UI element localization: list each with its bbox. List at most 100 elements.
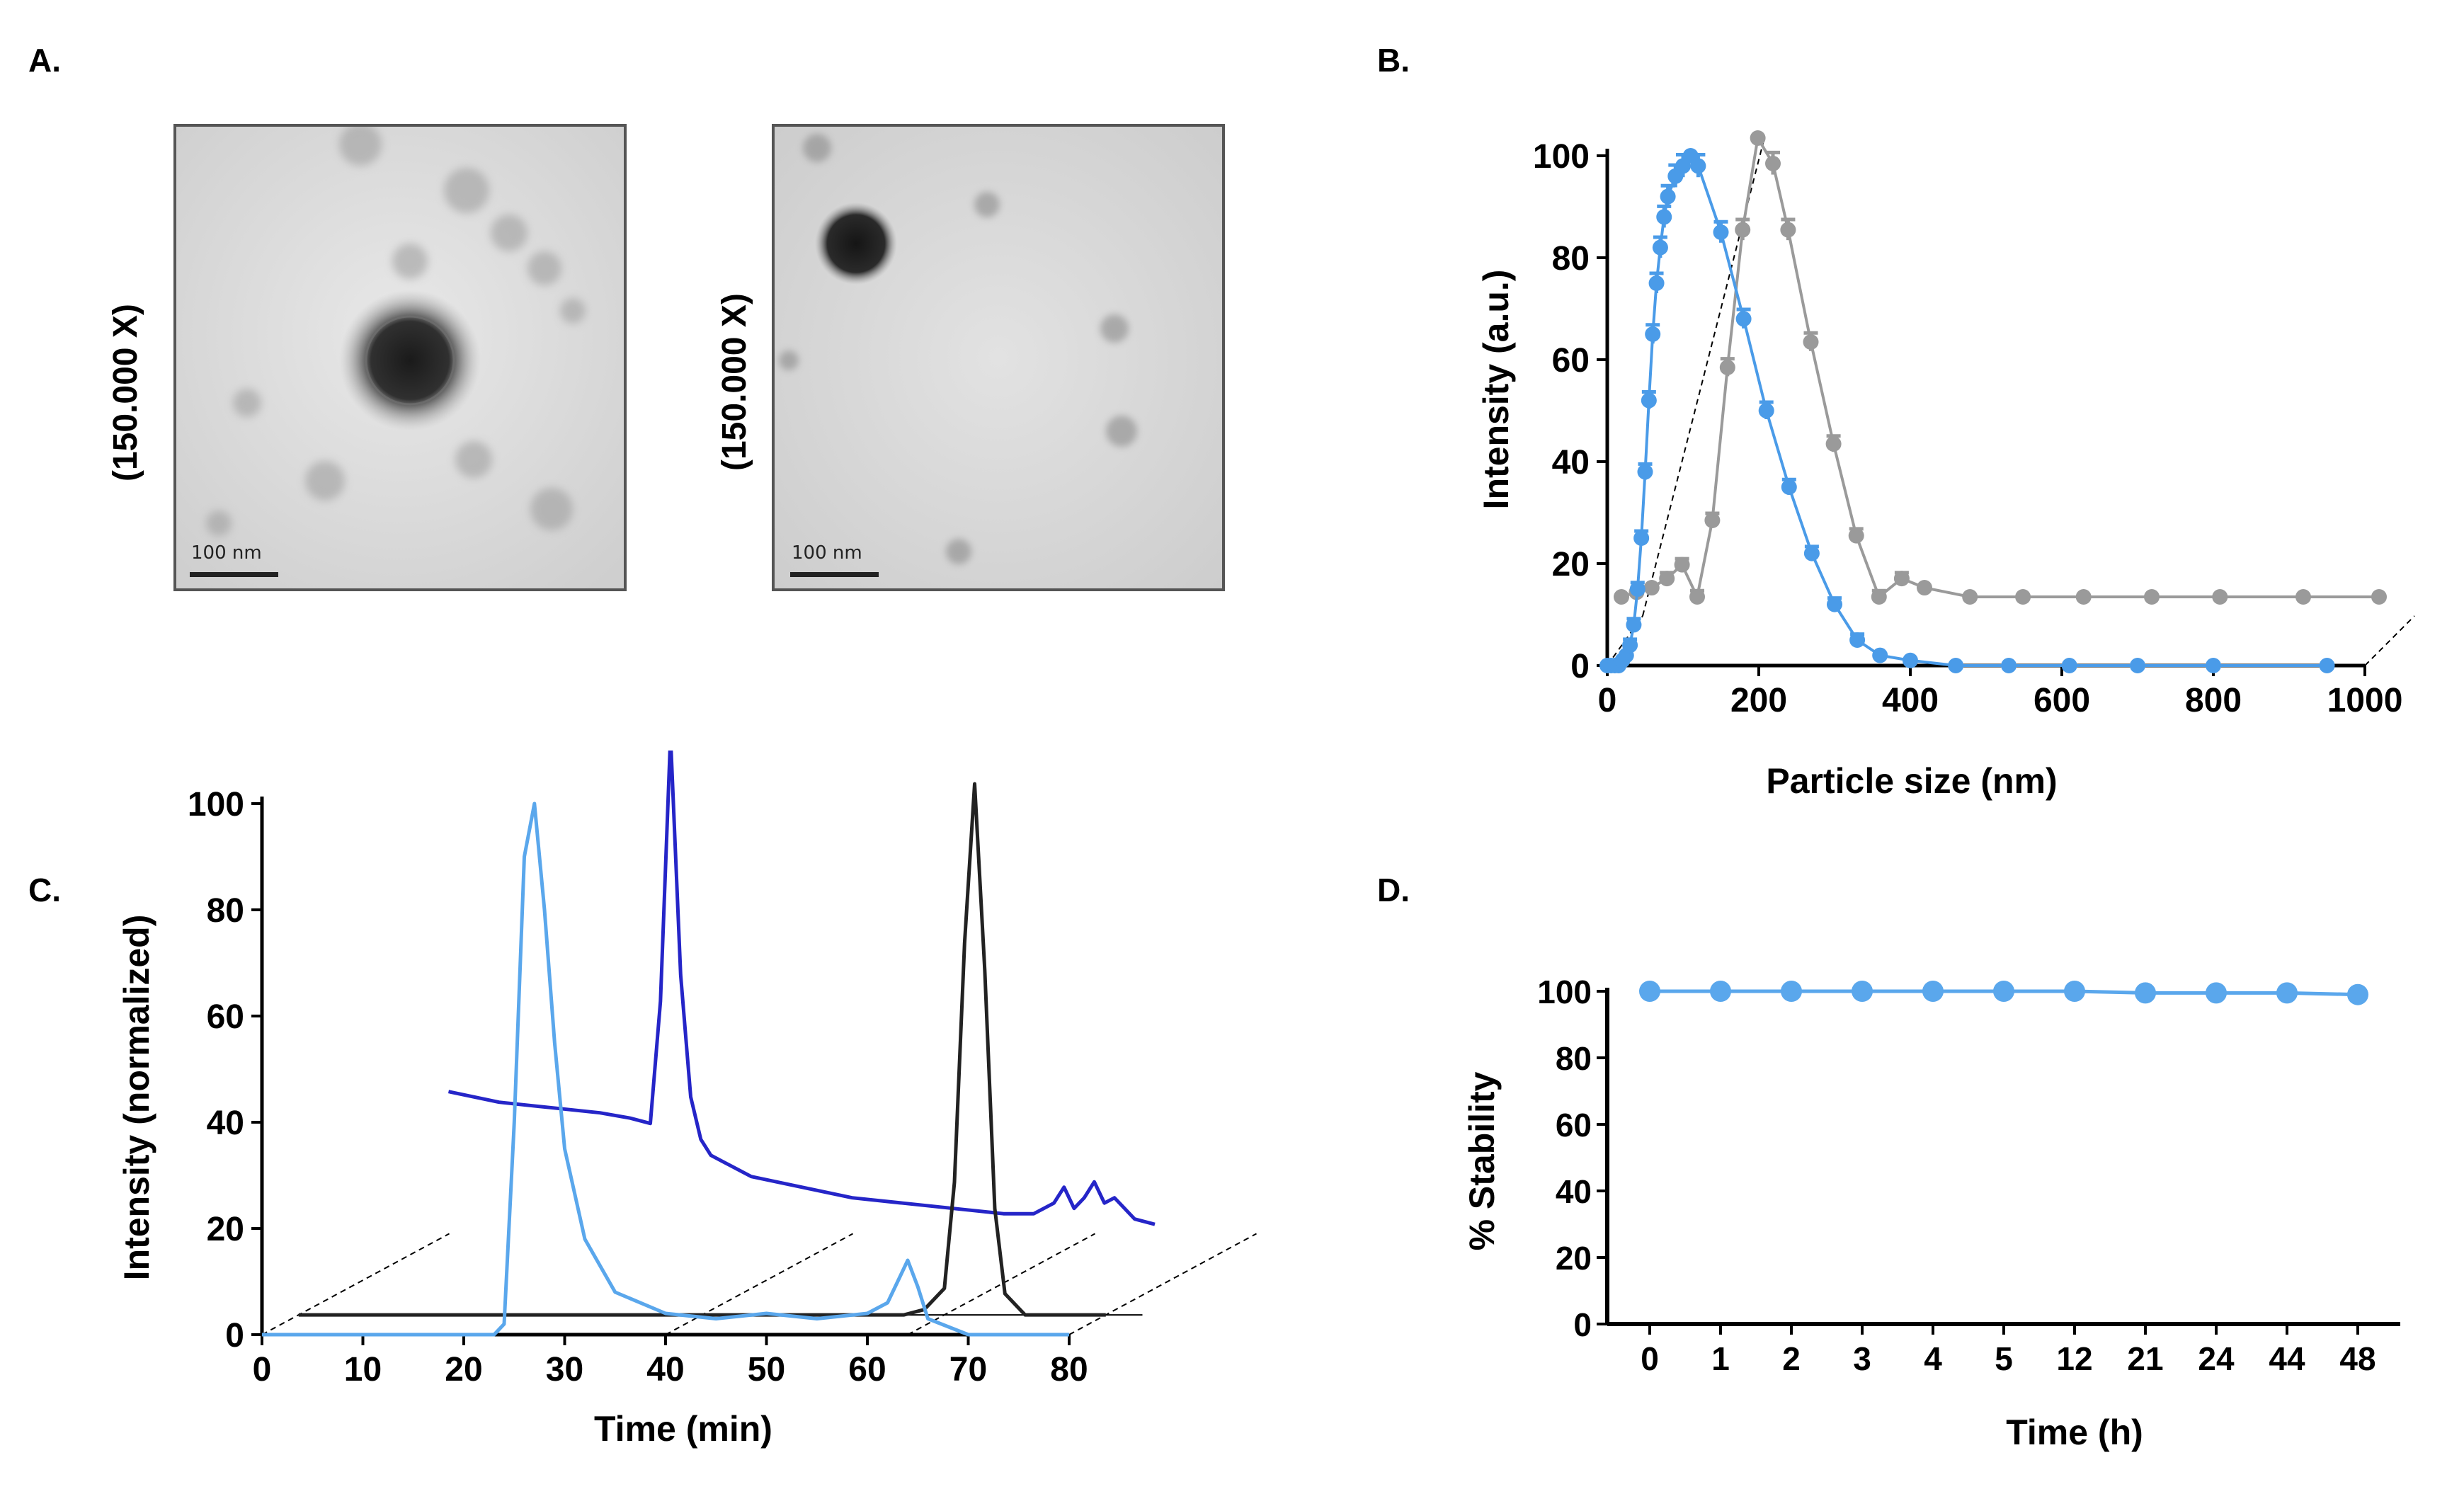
chart-d-xtick-label: 12 (2056, 1340, 2092, 1377)
chart-b-back-edge (1642, 135, 1766, 617)
chart-d-point (1710, 981, 1731, 1002)
chart-b-point-gray (2144, 589, 2160, 605)
panel-a-label: A. (28, 42, 61, 79)
chart-b-point-blue (1626, 617, 1642, 633)
chart-b-point-blue (1645, 326, 1661, 342)
chart-c-ytick-label: 80 (207, 892, 244, 930)
chart-b-point-blue (1735, 311, 1752, 327)
chart-b-ylabel: Intensity (a.u.) (1476, 270, 1516, 510)
chart-b-point-gray (1780, 222, 1796, 238)
chart-b-point-gray (1848, 527, 1864, 544)
chart-b-xtick-label: 0 (1598, 682, 1617, 719)
chart-c-ytick-label: 60 (207, 998, 244, 1036)
chart-b-xtick-label: 800 (2185, 682, 2242, 719)
chart-b-point-gray (1893, 571, 1910, 587)
chart-d-xtick-label: 4 (1924, 1340, 1942, 1377)
panel-b-label: B. (1377, 42, 1410, 79)
chart-b-point-blue (1652, 239, 1668, 256)
micrograph-2 (772, 124, 1225, 591)
chart-c-series-black (298, 782, 1106, 1317)
chart-b-depth-axis-end (2364, 615, 2415, 666)
chart-d-point (1639, 981, 1660, 1002)
chart-c-depth-guide (261, 1233, 450, 1335)
chart-b-point-blue (1903, 652, 1918, 668)
chart-b-point-blue (2130, 658, 2145, 673)
chart-b-point-blue (1948, 658, 1964, 673)
chart-b-point-blue (2319, 658, 2335, 673)
chart-b-point-gray (1803, 334, 1819, 350)
chart-b-point-gray (1765, 156, 1781, 171)
chart-d-ytick-label: 60 (1556, 1107, 1592, 1143)
chart-b-ytick-label: 60 (1552, 342, 1590, 380)
chart-b-point-blue (1648, 275, 1665, 291)
micrograph-1-magnification: (150.000 X) (107, 304, 144, 481)
micrograph-1-scale-text: 100 nm (191, 542, 262, 564)
chart-c-ytick-label: 0 (225, 1317, 244, 1354)
chart-b-point-gray (1674, 557, 1690, 573)
chart-b-point-blue (1641, 392, 1657, 409)
chart-b-ytick-label: 100 (1533, 138, 1590, 176)
chart-b-point-gray (2212, 589, 2228, 605)
chart-b-point-blue (1827, 596, 1842, 612)
chart-c-xtick-label: 50 (748, 1351, 785, 1388)
chart-b-point-gray (1962, 589, 1978, 605)
panel-d-label: D. (1377, 872, 1410, 908)
chart-b-point-blue (1656, 209, 1672, 225)
chart-b-point-gray (2015, 589, 2031, 605)
chart-c-xtick-label: 30 (546, 1351, 583, 1388)
chart-b-point-blue (2001, 658, 2017, 673)
chart-c-xlabel: Time (min) (594, 1409, 772, 1449)
chart-d-ytick-label: 100 (1537, 974, 1592, 1010)
chart-c-xtick-label: 10 (344, 1351, 382, 1388)
chart-b-point-blue (2206, 658, 2221, 673)
chart-b-xlabel: Particle size (nm) (1766, 761, 2057, 801)
chart-b-point-blue (1849, 632, 1866, 648)
chart-b-point-blue (1637, 464, 1653, 480)
chart-b-xtick-label: 400 (1882, 682, 1939, 719)
panel-c-label: C. (28, 872, 61, 908)
chart-d-xtick-label: 21 (2127, 1340, 2163, 1377)
chart-d-ytick-label: 20 (1556, 1240, 1592, 1277)
chart-d-point (1993, 981, 2014, 1002)
chart-d-ytick-label: 40 (1556, 1173, 1592, 1210)
chart-b-point-gray (2371, 589, 2387, 605)
chart-b-point-blue (1781, 479, 1797, 495)
chart-b-ytick-label: 80 (1552, 240, 1590, 278)
chart-b-point-gray (1750, 130, 1766, 146)
chart-c: 0 20 40 60 80 100 0 10 20 30 40 50 60 70 80 Intensity … (117, 751, 1257, 1449)
micrograph-2-scale-text: 100 nm (792, 542, 862, 564)
chart-b-point-gray (2295, 589, 2311, 605)
chart-b-point-gray (2075, 589, 2092, 605)
chart-b-xtick-label: 1000 (2327, 682, 2403, 719)
chart-d-point (2206, 982, 2227, 1004)
chart-d-ytick-label: 80 (1556, 1040, 1592, 1077)
chart-b-xtick-label: 600 (2034, 682, 2090, 719)
chart-d-point (2135, 982, 2156, 1004)
chart-b-point-blue (1660, 188, 1676, 205)
chart-d-xtick-label: 1 (1711, 1340, 1730, 1377)
micrograph-2-scale-bar (790, 572, 879, 577)
chart-b-point-blue (2061, 658, 2077, 673)
micrograph-1 (173, 124, 627, 591)
chart-c-xtick-label: 0 (253, 1351, 272, 1388)
chart-c-series-dark-blue (447, 751, 1156, 1226)
chart-c-ytick-label: 40 (207, 1105, 244, 1142)
chart-c-xtick-label: 60 (848, 1351, 886, 1388)
chart-d-xtick-label: 24 (2198, 1340, 2235, 1377)
chart-b-point-gray (1871, 589, 1887, 605)
chart-b-xtick-label: 200 (1730, 682, 1787, 719)
chart-b-ytick-label: 0 (1570, 648, 1590, 685)
chart-b-point-blue (1758, 403, 1774, 418)
chart-b-point-gray (1917, 580, 1932, 596)
chart-b-point-gray (1825, 436, 1842, 452)
chart-b-point-blue (1803, 545, 1820, 561)
chart-b-point-blue (1690, 158, 1706, 174)
chart-d-point (2276, 982, 2298, 1004)
chart-c-depth-guide (1068, 1233, 1257, 1335)
chart-b-point-blue (1622, 637, 1638, 654)
chart-b-point-blue (1629, 581, 1645, 597)
chart-b-point-blue (1872, 647, 1888, 663)
chart-d-xtick-label: 2 (1782, 1340, 1801, 1377)
micrograph-2-magnification: (150.000 X) (716, 293, 753, 471)
chart-d-xtick-label: 0 (1641, 1340, 1659, 1377)
